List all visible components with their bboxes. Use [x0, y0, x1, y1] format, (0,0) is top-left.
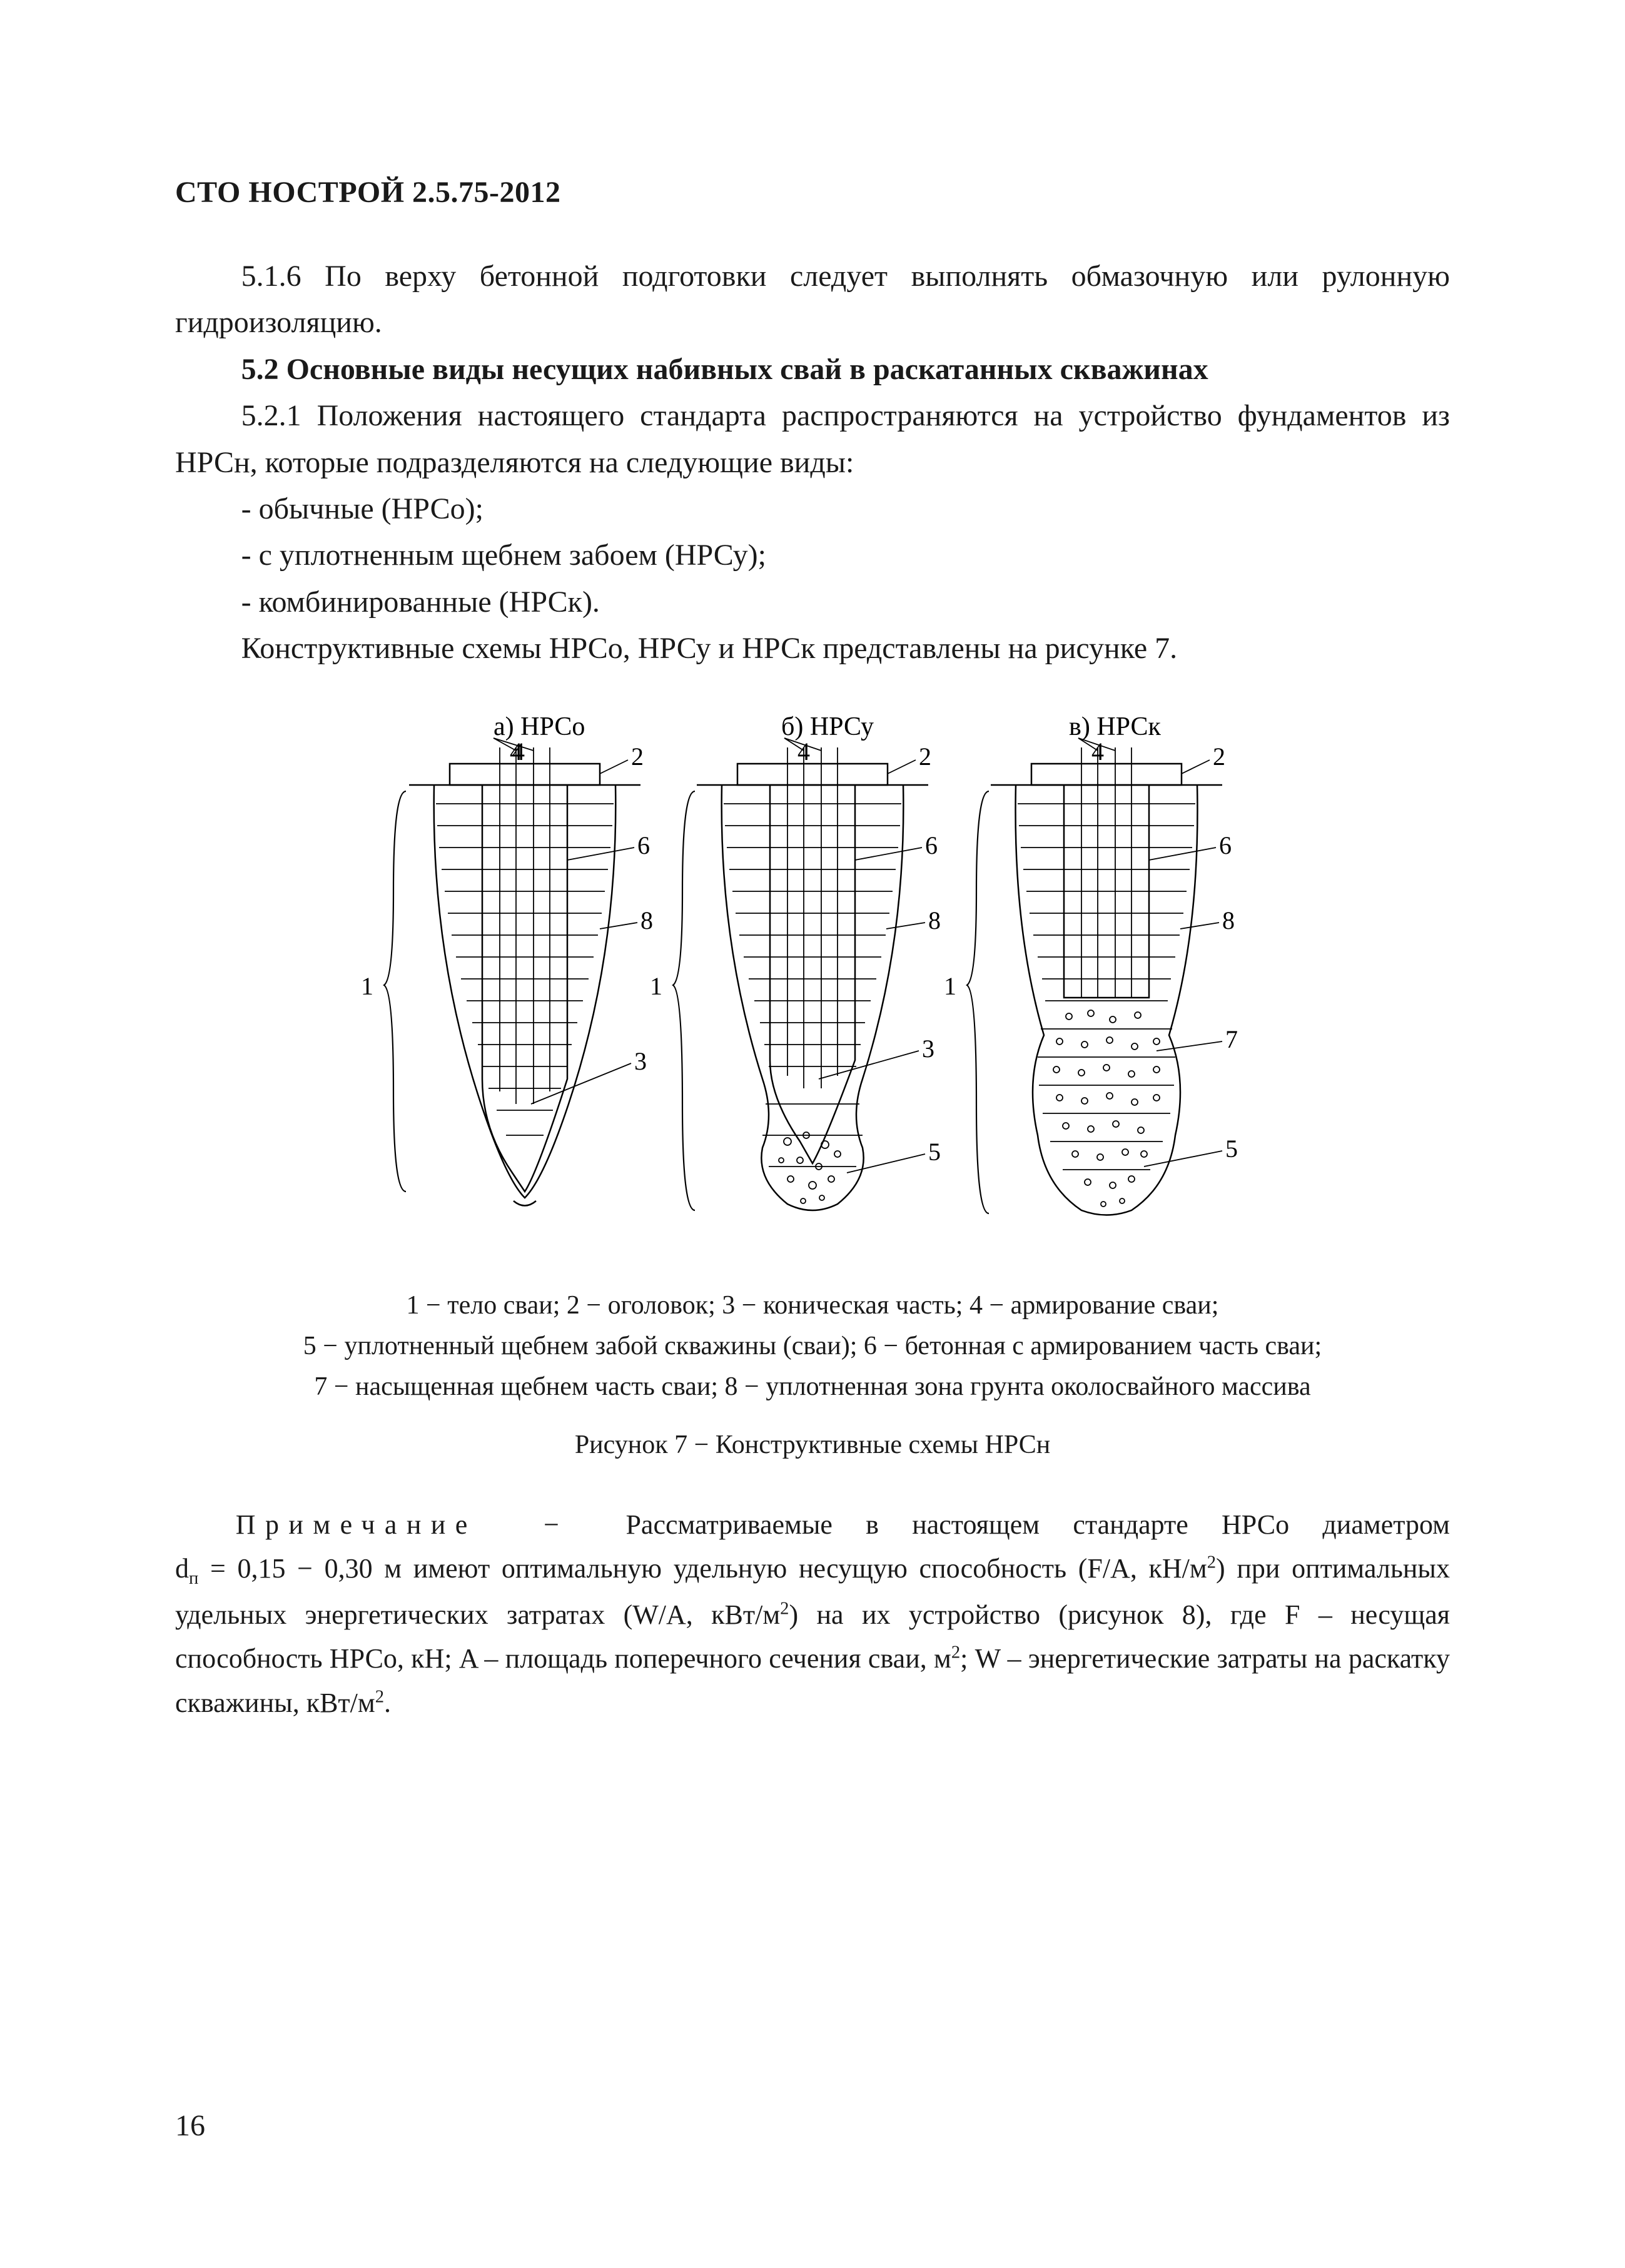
page: СТО НОСТРОЙ 2.5.75-2012 5.1.6 По верху б… [0, 0, 1625, 2268]
list-item-2: - с уплотненным щебнем забоем (НРСу); [175, 532, 1450, 579]
caption-line-1: 1 − тело сваи; 2 − оголовок; 3 − коничес… [175, 1285, 1450, 1326]
para-5-2-1: 5.2.1 Положения настоящего стандарта рас… [175, 393, 1450, 486]
lbl-b3: 3 [922, 1035, 934, 1063]
fig-label-b: б) НРСу [781, 712, 874, 741]
note-sq4: 2 [375, 1687, 384, 1706]
caption-line-2: 5 − уплотненный щебнем забой скважины (с… [175, 1326, 1450, 1367]
note-d-rest: = 0,15 − 0,30 м имеют оптимальную удельн… [198, 1553, 1207, 1584]
figure-7: а) НРСо б) НРСу в) НРСк [175, 704, 1450, 1267]
lbl-c1: 1 [944, 972, 956, 1000]
pile-b: 4 2 6 8 3 5 1 [650, 737, 941, 1210]
note-d-sub: п [189, 1569, 198, 1588]
lbl-a2: 2 [631, 742, 644, 771]
pile-a: 4 [409, 737, 640, 1206]
figure-7-svg: а) НРСо б) НРСу в) НРСк [325, 704, 1300, 1267]
note-sq3: 2 [951, 1643, 960, 1663]
lbl-b5: 5 [928, 1138, 941, 1166]
lbl-b8: 8 [928, 906, 941, 934]
lbl-a3: 3 [634, 1047, 647, 1075]
note-t1: Рассматриваемые в настоящем стандарте НР… [625, 1509, 1450, 1540]
fig-label-a: а) НРСо [494, 712, 585, 741]
pile-a-labels: 4 2 6 8 3 1 [361, 737, 653, 1192]
note-line-1: Примечание − Рассматриваемые в настоящем… [175, 1503, 1450, 1547]
heading-5-2: 5.2 Основные виды несущих набивных свай … [175, 347, 1450, 393]
lbl-c2: 2 [1213, 742, 1225, 771]
lbl-a1: 1 [361, 972, 373, 1000]
gravel-c [1053, 1010, 1160, 1207]
lbl-a6: 6 [637, 831, 650, 859]
lbl-c4: 4 [1091, 737, 1104, 766]
note-lead: Примечание [236, 1509, 477, 1540]
body-text: 5.1.6 По верху бетонной подготовки следу… [175, 253, 1450, 672]
lbl-c7: 7 [1225, 1025, 1238, 1053]
lbl-b6: 6 [925, 831, 938, 859]
pile-c: 4 2 6 8 7 5 1 [944, 737, 1238, 1215]
lbl-b2: 2 [919, 742, 931, 771]
lbl-c5: 5 [1225, 1135, 1238, 1163]
note-d: d [175, 1553, 189, 1584]
lbl-b1: 1 [650, 972, 662, 1000]
para-5-1-6: 5.1.6 По верху бетонной подготовки следу… [175, 253, 1450, 347]
lbl-c6: 6 [1219, 831, 1232, 859]
lbl-a8: 8 [640, 906, 653, 934]
note-line-2: dп = 0,15 − 0,30 м имеют оптимальную уде… [175, 1547, 1450, 1725]
note-t3-end: . [384, 1688, 391, 1718]
gravel-b [779, 1132, 841, 1203]
figure-title: Рисунок 7 − Конструктивные схемы НРСн [175, 1425, 1450, 1466]
para-schemes: Конструктивные схемы НРСо, НРСу и НРСк п… [175, 625, 1450, 672]
note-sq1: 2 [1207, 1553, 1216, 1572]
note-block: Примечание − Рассматриваемые в настоящем… [175, 1503, 1450, 1725]
page-number: 16 [175, 2109, 205, 2143]
doc-code: СТО НОСТРОЙ 2.5.75-2012 [175, 175, 1450, 210]
fig-label-c: в) НРСк [1069, 712, 1162, 741]
list-item-1: - обычные (НРСо); [175, 486, 1450, 532]
lbl-a4: 4 [510, 737, 522, 766]
note-sq2: 2 [780, 1599, 789, 1618]
figure-caption: 1 − тело сваи; 2 − оголовок; 3 − коничес… [175, 1285, 1450, 1466]
note-dash1: − [544, 1509, 559, 1540]
lbl-c8: 8 [1222, 906, 1235, 934]
list-item-3: - комбинированные (НРСк). [175, 579, 1450, 625]
lbl-b4: 4 [797, 737, 810, 766]
caption-line-3: 7 − насыщенная щебнем часть сваи; 8 − уп… [175, 1367, 1450, 1407]
